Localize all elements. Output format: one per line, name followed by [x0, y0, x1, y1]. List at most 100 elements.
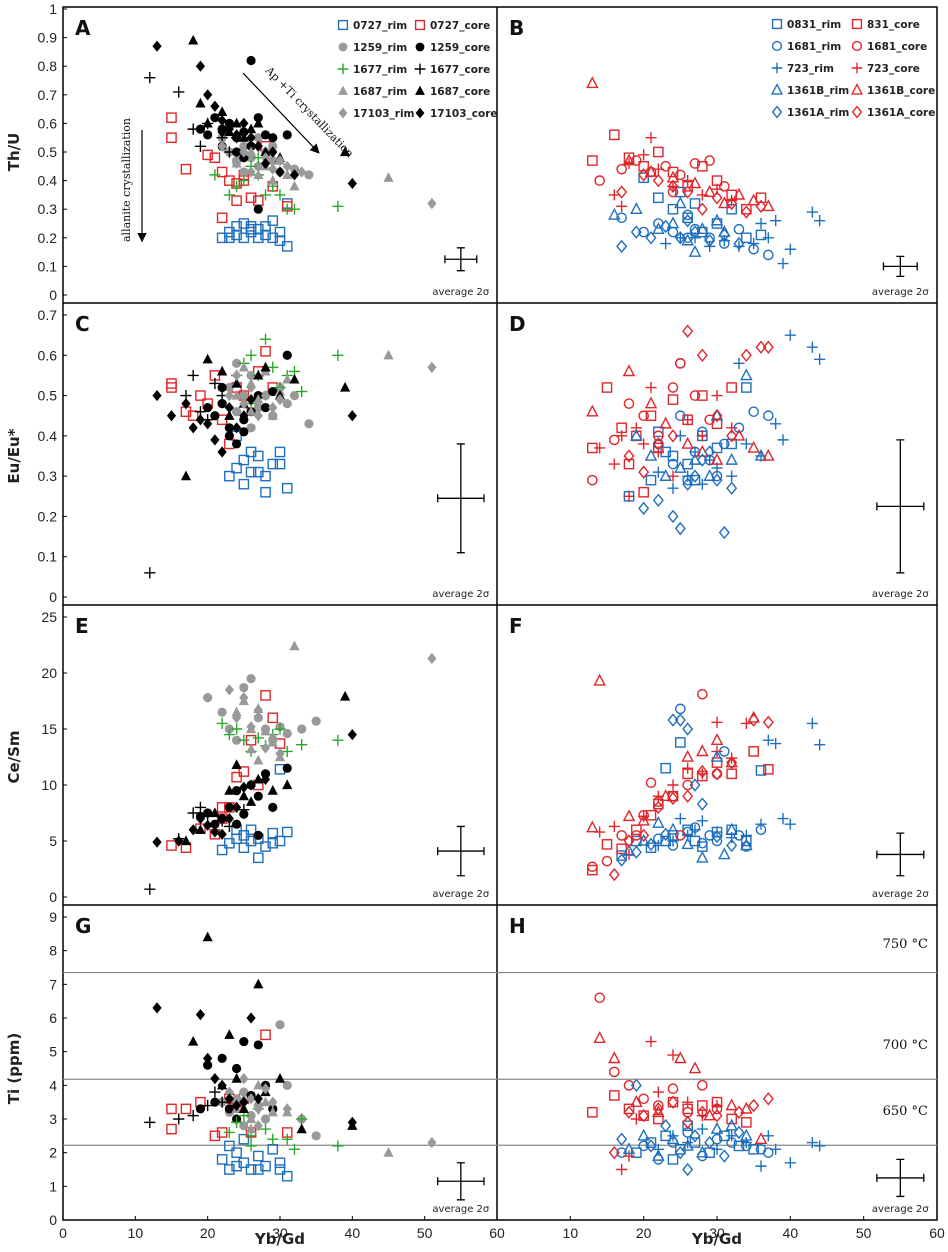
- data-point: [383, 349, 394, 360]
- data-point: [281, 1133, 293, 1145]
- panel-letter-g: G: [75, 914, 91, 938]
- data-point: [652, 173, 664, 188]
- data-point: [616, 853, 628, 867]
- data-point: [166, 840, 177, 851]
- data-point: [239, 410, 249, 422]
- data-point: [224, 470, 235, 482]
- data-point: [682, 213, 694, 228]
- data-point: [718, 525, 730, 540]
- data-point: [719, 181, 730, 192]
- data-point: [696, 189, 708, 201]
- error-bar-label: average 2σ: [432, 1204, 489, 1215]
- data-point: [427, 1136, 437, 1149]
- data-point: [733, 223, 745, 235]
- data-point: [667, 1096, 679, 1108]
- legend-item: 1361A_core: [851, 105, 935, 119]
- data-point: [638, 828, 650, 843]
- data-point: [224, 226, 235, 238]
- data-point: [616, 212, 627, 224]
- y-tick-label: 0.5: [38, 388, 58, 404]
- series-1687_core: [180, 353, 351, 481]
- legend-marker: [415, 42, 425, 52]
- data-point: [268, 1096, 278, 1108]
- data-point: [703, 469, 716, 481]
- data-point: [180, 835, 192, 846]
- data-point: [232, 819, 242, 829]
- data-point: [195, 1104, 206, 1114]
- data-point: [631, 1147, 642, 1158]
- data-point: [623, 1103, 635, 1115]
- data-point: [245, 1140, 257, 1152]
- error-bar-cross: [876, 439, 925, 574]
- data-point: [281, 1170, 293, 1182]
- data-point: [645, 1139, 657, 1153]
- data-point: [209, 1086, 221, 1098]
- data-point: [246, 370, 256, 381]
- data-point: [741, 841, 752, 852]
- legend-label: 1677_core: [430, 64, 490, 76]
- data-point: [674, 231, 686, 245]
- data-point: [217, 126, 227, 138]
- data-point: [740, 1101, 753, 1114]
- data-point: [682, 1115, 694, 1130]
- data-point: [608, 207, 621, 220]
- data-point: [224, 802, 234, 813]
- data-point: [296, 1113, 308, 1125]
- data-point: [332, 1140, 344, 1152]
- data-point: [587, 864, 598, 876]
- data-point: [187, 123, 199, 135]
- data-point: [304, 170, 314, 180]
- series-1361B_core: [586, 673, 760, 833]
- data-point: [195, 1009, 206, 1021]
- y-tick-label: 0.3: [38, 468, 58, 484]
- legend-item: 1677_rim: [337, 63, 407, 76]
- data-point: [740, 1128, 753, 1141]
- data-point: [203, 819, 213, 831]
- x-axis-right: 10 20 30 40 50 60 Yb/Gd: [496, 1216, 945, 1248]
- data-point: [268, 163, 278, 175]
- data-point: [332, 200, 344, 212]
- x-tick-label: 10: [128, 1225, 144, 1241]
- data-point: [755, 192, 767, 204]
- data-point: [268, 133, 278, 143]
- data-point: [259, 333, 272, 345]
- data-point: [674, 713, 686, 727]
- data-point: [733, 1105, 745, 1119]
- data-point: [274, 458, 286, 470]
- data-point: [216, 844, 228, 856]
- data-point: [711, 191, 723, 205]
- data-point: [741, 1117, 752, 1128]
- legend-marker: [771, 40, 783, 52]
- data-point: [741, 382, 752, 393]
- data-point: [246, 132, 256, 144]
- series-1361A_rim: [616, 713, 738, 867]
- data-point: [281, 745, 293, 757]
- data-point: [667, 1083, 679, 1094]
- y-tick-label: 10: [41, 777, 57, 793]
- data-point: [238, 790, 249, 801]
- data-point: [631, 830, 642, 841]
- data-point: [209, 169, 221, 181]
- data-point: [232, 369, 242, 382]
- data-point: [260, 773, 271, 785]
- x-tick-label: 50: [417, 1225, 433, 1241]
- data-point: [232, 735, 242, 745]
- data-point: [622, 153, 636, 166]
- data-point: [267, 175, 278, 185]
- data-point: [697, 390, 708, 401]
- data-point: [652, 437, 664, 451]
- data-point: [232, 422, 242, 434]
- series-723_core: [616, 1035, 723, 1176]
- y-tick-label: 6: [49, 1010, 57, 1026]
- legend-label: 1361A_core: [867, 107, 935, 119]
- data-point: [586, 404, 599, 417]
- data-point: [814, 1140, 826, 1152]
- y-tick-label: 0.1: [38, 549, 58, 565]
- y-tick-label: 0.6: [38, 347, 58, 363]
- data-point: [638, 410, 649, 422]
- data-point: [733, 236, 745, 251]
- data-point: [777, 813, 789, 825]
- data-point: [711, 826, 723, 838]
- data-point: [239, 781, 249, 793]
- x-tick-label: 10: [563, 1225, 579, 1241]
